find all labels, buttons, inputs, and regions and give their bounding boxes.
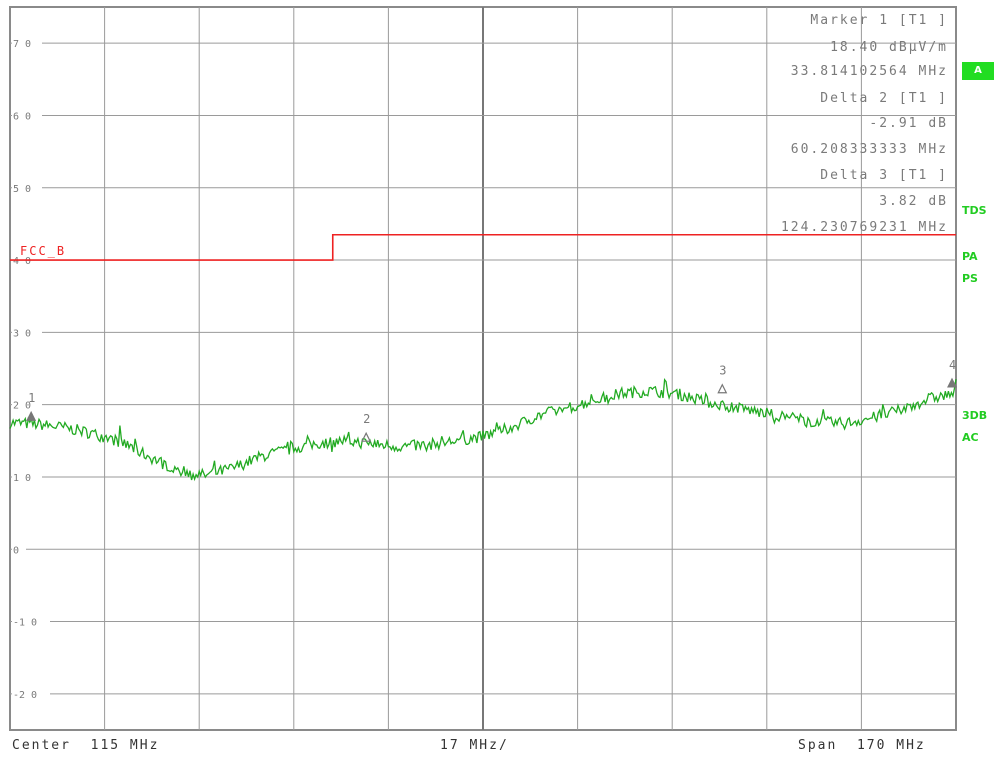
marker-3-label: 3 (719, 364, 726, 378)
trace-series-line (9, 378, 957, 482)
center-frequency: Center 115 MHz (12, 738, 160, 753)
y-tick-label-bg (12, 398, 42, 411)
marker-info-line-3: 33.814102564 MHz (790, 64, 948, 79)
y-tick-label: 0 (13, 545, 19, 556)
y-tick-label: 1 0 (13, 473, 31, 484)
marker-2-label: 2 (363, 412, 370, 426)
frequency-per-division: 17 MHz/ (440, 738, 509, 753)
limit-line: FCC_B (10, 233, 956, 261)
trace-a-indicator: A (962, 62, 994, 80)
y-tick-label: -2 0 (13, 690, 37, 701)
y-tick-label-bg (12, 37, 42, 50)
y-tick-label-bg (12, 470, 42, 483)
marker-4-symbol (947, 377, 957, 388)
y-tick-label: 5 0 (13, 184, 31, 195)
y-tick-label-bg (12, 615, 50, 628)
y-tick-label: 6 0 (13, 111, 31, 122)
ac-label: AC (962, 431, 979, 444)
marker-info-line-1: Marker 1 [T1 ] (810, 13, 948, 28)
marker-info-line-8: 3.82 dB (879, 194, 948, 209)
y-tick-label-bg (12, 109, 42, 122)
limit-line-fcc-b (10, 233, 956, 261)
y-tick-label-bg (12, 181, 42, 194)
pa-label: PA (962, 250, 978, 263)
y-tick-label-bg (12, 543, 26, 556)
marker-4-label: 4 (949, 358, 956, 372)
y-tick-label: 2 0 (13, 401, 31, 412)
y-tick-label: 4 0 (13, 256, 31, 267)
y-tick-label: 3 0 (13, 328, 31, 339)
marker-info-line-9: 124.230769231 MHz (780, 220, 948, 235)
marker-info-line-6: 60.208333333 MHz (790, 142, 948, 157)
limit-line-label: FCC_B (20, 244, 66, 258)
trace (9, 378, 957, 482)
ps-label: PS (962, 272, 978, 285)
marker-2-symbol (361, 431, 372, 442)
marker-3-symbol (717, 383, 728, 394)
tds-label: TDS (962, 204, 987, 217)
marker-1-symbol (26, 410, 37, 421)
grid (9, 6, 957, 731)
marker-info-line-2: 18.40 dBµV/m (830, 40, 948, 55)
marker-info-line-5: -2.91 dB (869, 116, 948, 131)
marker-1-label: 1 (28, 391, 35, 405)
y-tick-label-bg (12, 326, 42, 339)
marker-info-line-4: Delta 2 [T1 ] (820, 91, 948, 106)
y-tick-label: -1 0 (13, 618, 37, 629)
markers: 1 2 3 4 (26, 358, 957, 442)
y-tick-label: 7 0 (13, 39, 31, 50)
y-tick-label-bg (12, 687, 50, 700)
frequency-span: Span 170 MHz (798, 738, 926, 753)
marker-info-line-7: Delta 3 [T1 ] (820, 168, 948, 183)
y-tick-labels: 7 0 6 0 5 0 4 0 3 0 2 0 1 0 0 -1 0 -2 0 (12, 37, 50, 701)
3db-label: 3DB (962, 409, 988, 422)
